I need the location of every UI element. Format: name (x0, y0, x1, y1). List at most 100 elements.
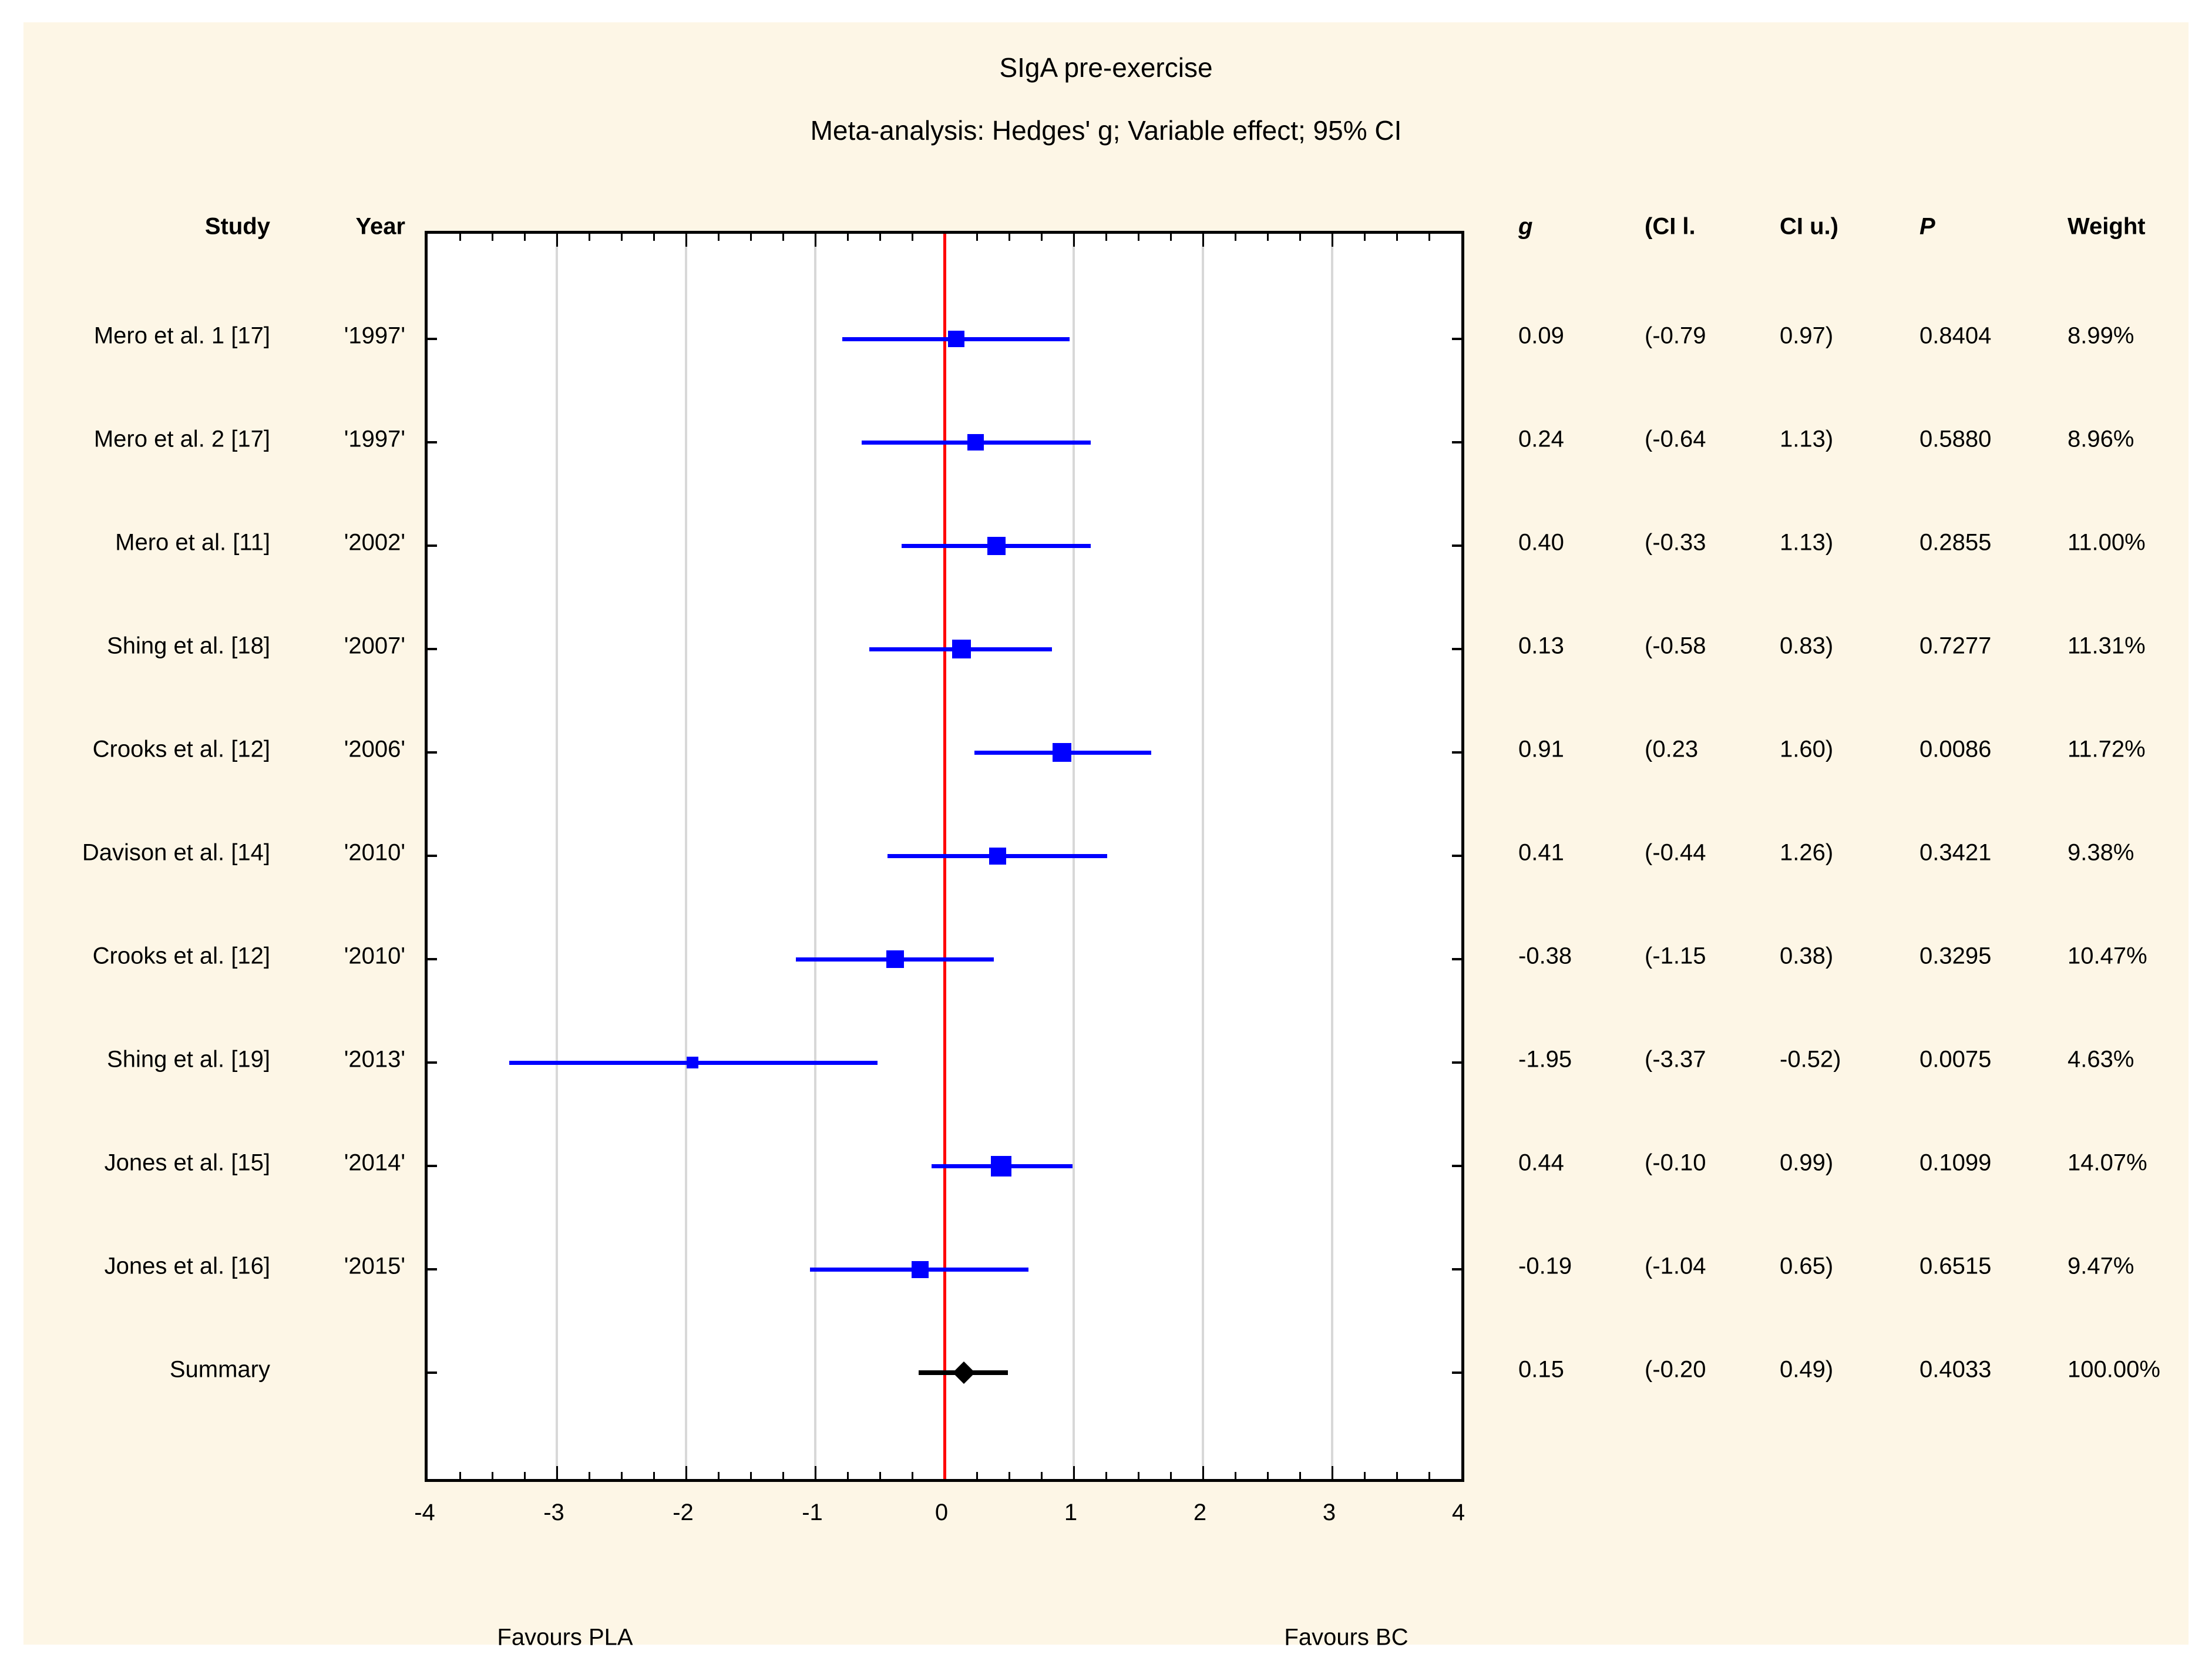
ci-lower-value: (-0.79 (1645, 322, 1706, 349)
minor-tick (1137, 1472, 1139, 1479)
minor-tick (1266, 1472, 1269, 1479)
minor-tick (1234, 1472, 1236, 1479)
minor-tick (1396, 1472, 1398, 1479)
p-value: 0.2855 (1919, 529, 1992, 556)
study-label: Shing et al. [19] (107, 1046, 270, 1073)
ci-lower-value: (-0.58 (1645, 633, 1706, 659)
favours-left-label: Favours PLA (497, 1624, 633, 1651)
row-tick-right (1452, 441, 1461, 443)
weight-value: 11.72% (2068, 736, 2146, 762)
major-tick (1202, 1466, 1204, 1479)
row-tick-right (1452, 958, 1461, 960)
g-value: 0.15 (1518, 1356, 1564, 1383)
study-label: Jones et al. [16] (104, 1253, 270, 1279)
major-tick (1331, 234, 1333, 247)
row-tick-right (1452, 751, 1461, 754)
minor-tick (1008, 234, 1010, 241)
effect-marker (911, 1260, 929, 1278)
x-tick-label: -2 (673, 1500, 694, 1525)
ci-lower-value: (-1.04 (1645, 1253, 1706, 1279)
year-label: '2007' (344, 633, 405, 659)
x-tick-label: -4 (414, 1500, 435, 1525)
row-tick-left (428, 648, 437, 650)
g-value: -1.95 (1518, 1046, 1572, 1073)
ci-upper-value: 1.60) (1780, 736, 1834, 762)
ci-lower-value: (-1.15 (1645, 943, 1706, 969)
minor-tick (1299, 234, 1301, 241)
minor-tick (846, 1472, 849, 1479)
year-label: '2010' (344, 943, 405, 969)
ci-lower-value: (-0.64 (1645, 426, 1706, 452)
minor-tick (491, 234, 493, 241)
minor-tick (976, 1472, 978, 1479)
row-tick-right (1452, 1372, 1461, 1374)
study-label: Jones et al. [15] (104, 1149, 270, 1176)
g-value: 0.09 (1518, 322, 1564, 349)
ci-upper-value: 0.83) (1780, 633, 1834, 659)
weight-value: 10.47% (2068, 943, 2147, 969)
row-tick-left (428, 338, 437, 340)
x-tick-label: 0 (934, 1500, 949, 1525)
ci-lower-column-header: (CI l. (1645, 213, 1696, 240)
major-tick (685, 234, 687, 247)
weight-value: 8.99% (2068, 322, 2134, 349)
row-tick-left (428, 1061, 437, 1064)
year-label: '1997' (344, 322, 405, 349)
p-value: 0.3295 (1919, 943, 1992, 969)
study-label: Mero et al. 2 [17] (93, 426, 270, 452)
ci-upper-value: 0.99) (1780, 1149, 1834, 1176)
minor-tick (911, 1472, 913, 1479)
minor-tick (1234, 234, 1236, 241)
minor-tick (1137, 234, 1139, 241)
g-value: 0.41 (1518, 839, 1564, 866)
major-tick (685, 1466, 687, 1479)
study-column-header: Study (204, 213, 270, 240)
minor-tick (491, 1472, 493, 1479)
effect-marker (1053, 743, 1072, 762)
p-column-header: P (1919, 213, 1935, 240)
g-value: -0.19 (1518, 1253, 1572, 1279)
study-label: Shing et al. [18] (107, 633, 270, 659)
effect-marker (989, 847, 1006, 865)
g-value: 0.13 (1518, 633, 1564, 659)
minor-tick (588, 1472, 590, 1479)
major-tick (1073, 1466, 1075, 1479)
year-column-header: Year (355, 213, 405, 240)
ci-lower-value: (-0.20 (1645, 1356, 1706, 1383)
row-tick-left (428, 958, 437, 960)
minor-tick (620, 234, 623, 241)
minor-tick (879, 1472, 881, 1479)
effect-marker (952, 640, 971, 658)
minor-tick (653, 1472, 655, 1479)
p-value: 0.6515 (1919, 1253, 1992, 1279)
minor-tick (1428, 234, 1430, 241)
ci-lower-value: (-3.37 (1645, 1046, 1706, 1073)
row-tick-right (1452, 338, 1461, 340)
x-tick-label: -3 (543, 1500, 564, 1525)
weight-column-header: Weight (2068, 213, 2146, 240)
row-tick-left (428, 751, 437, 754)
ci-upper-column-header: CI u.) (1780, 213, 1838, 240)
x-tick-label: 1 (1064, 1500, 1078, 1525)
summary-diamond (952, 1361, 976, 1384)
row-tick-right (1452, 855, 1461, 857)
ci-upper-value: 1.13) (1780, 529, 1834, 556)
ci-upper-value: 0.49) (1780, 1356, 1834, 1383)
effect-marker (991, 1155, 1012, 1176)
ci-lower-value: (-0.33 (1645, 529, 1706, 556)
ci-lower-value: (-0.44 (1645, 839, 1706, 866)
p-value: 0.1099 (1919, 1149, 1992, 1176)
row-tick-left (428, 1372, 437, 1374)
study-label: Mero et al. 1 [17] (93, 322, 270, 349)
year-label: '2013' (344, 1046, 405, 1073)
minor-tick (1169, 234, 1172, 241)
major-tick (1202, 234, 1204, 247)
ci-upper-value: 1.26) (1780, 839, 1834, 866)
gridline (685, 234, 687, 1479)
minor-tick (620, 1472, 623, 1479)
effect-marker (687, 1057, 698, 1068)
favours-right-label: Favours BC (1284, 1624, 1408, 1651)
study-label: Crooks et al. [12] (92, 943, 270, 969)
minor-tick (588, 234, 590, 241)
p-value: 0.8404 (1919, 322, 1992, 349)
